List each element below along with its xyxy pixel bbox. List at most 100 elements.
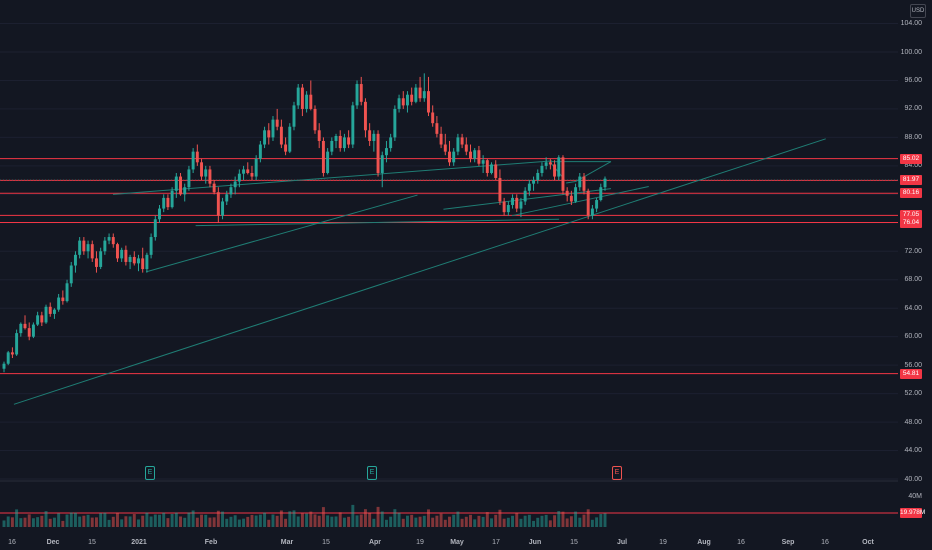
candle-body <box>448 151 451 163</box>
volume-bar <box>15 509 19 527</box>
price-axis-label: 100.00 <box>900 48 922 56</box>
volume-bar <box>359 514 363 527</box>
candle-body <box>536 172 540 181</box>
candle-body <box>405 94 409 106</box>
volume-bar <box>120 519 124 527</box>
candle-body <box>82 240 86 252</box>
time-axis-label: Feb <box>204 539 218 546</box>
trendline <box>13 138 826 405</box>
candle-body <box>162 197 166 209</box>
volume-bar <box>73 512 77 527</box>
candle-body <box>595 200 599 209</box>
volume-bar <box>212 517 216 527</box>
price-axis-label: 72.00 <box>904 247 922 255</box>
price-axis-label: 52.00 <box>904 390 922 398</box>
earnings-marker[interactable]: E <box>145 466 155 480</box>
candle-body <box>506 205 510 213</box>
candle-body <box>166 197 170 208</box>
candle-body <box>485 160 489 173</box>
candle-body <box>511 197 515 206</box>
volume-bar <box>347 516 351 527</box>
volume-bar <box>376 506 380 527</box>
candle-body <box>229 187 233 195</box>
volume-bar <box>78 516 82 527</box>
volume-bar <box>296 516 300 527</box>
candle-body <box>582 176 586 191</box>
candle-body <box>116 244 119 259</box>
trendline <box>566 181 576 184</box>
volume-bar <box>183 517 187 527</box>
volume-bar <box>141 515 145 527</box>
volume-bar <box>313 514 317 527</box>
candle-body <box>292 105 296 127</box>
volume-bar <box>326 515 330 527</box>
volume-bar <box>204 514 208 527</box>
volume-bar <box>23 517 27 527</box>
candle-body <box>200 162 204 177</box>
volume-bar <box>166 518 170 527</box>
candle-body <box>216 192 220 216</box>
candle-body <box>540 165 544 173</box>
earnings-marker[interactable]: E <box>612 466 622 480</box>
volume-bar <box>309 511 313 527</box>
candle-body <box>321 140 325 173</box>
volume-bar <box>132 514 136 527</box>
volume-bar <box>317 515 321 527</box>
volume-bar <box>263 512 267 527</box>
volume-bar <box>44 511 48 527</box>
volume-bar <box>519 518 523 527</box>
volume-bar <box>460 518 464 527</box>
candle-body <box>460 137 464 145</box>
volume-bar <box>485 512 489 527</box>
volume-bar <box>384 519 388 527</box>
candle-body <box>557 157 561 177</box>
volume-bar <box>582 514 586 527</box>
volume-bar <box>200 514 204 527</box>
candle-body <box>410 94 414 102</box>
volume-bar <box>372 518 376 527</box>
candle-body <box>263 130 267 145</box>
volume-bar <box>57 513 61 527</box>
volume-bar <box>397 512 401 527</box>
time-axis-label: 16 <box>821 539 829 546</box>
volume-bar <box>27 514 31 527</box>
time-axis-label: Apr <box>368 539 382 546</box>
volume-bar <box>86 514 90 527</box>
earnings-marker[interactable]: E <box>367 466 377 480</box>
volume-bar <box>225 518 229 527</box>
candle-body <box>187 169 191 188</box>
price-axis-label: 84.00 <box>904 162 922 170</box>
candle-body <box>73 254 77 266</box>
candle-body <box>191 151 195 170</box>
volume-bar <box>36 517 40 527</box>
price-level-badge: 54.81 <box>900 368 922 379</box>
volume-bar <box>6 516 10 527</box>
candle-body <box>519 201 523 209</box>
trendline <box>511 186 649 217</box>
price-level-badge: 85.02 <box>900 153 922 164</box>
volume-bar <box>490 518 493 527</box>
currency-label[interactable]: USD <box>910 4 926 18</box>
volume-bar <box>94 517 98 527</box>
volume-bar <box>536 517 540 527</box>
time-axis-label: Jul <box>616 539 628 546</box>
volume-bar <box>145 512 149 527</box>
volume-bar <box>506 517 510 527</box>
time-axis-label: 19 <box>416 539 424 546</box>
volume-bar <box>275 515 279 527</box>
candle-body <box>141 258 145 270</box>
candle-body <box>132 256 136 264</box>
time-axis-label: 15 <box>570 539 578 546</box>
candle-body <box>355 84 359 106</box>
candle-body <box>574 187 578 202</box>
candle-body <box>271 119 275 138</box>
price-level-badge: 81.97 <box>900 175 922 186</box>
volume-bar <box>368 512 372 527</box>
volume-bar <box>574 511 578 527</box>
price-level-badge: 77.05 <box>900 210 922 221</box>
trendline <box>113 160 553 195</box>
candle-body <box>515 197 519 209</box>
time-axis-label: Sep <box>781 539 795 546</box>
candle-body <box>254 158 258 177</box>
